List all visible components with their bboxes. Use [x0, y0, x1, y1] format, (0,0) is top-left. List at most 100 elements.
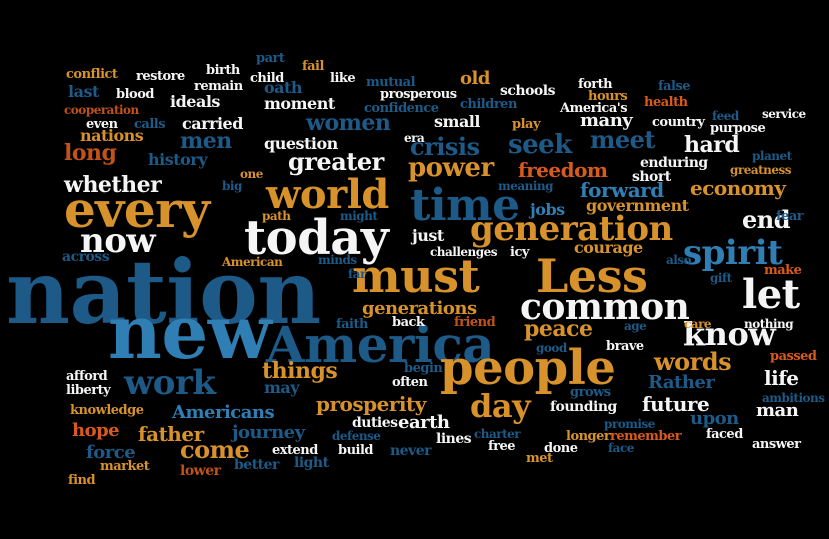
word-seek: seek [508, 130, 572, 160]
word-future: future [642, 392, 710, 416]
word-faced: faced [706, 427, 743, 442]
word-faith: faith [336, 317, 368, 332]
word-carried: carried [182, 114, 243, 133]
word-old: old [460, 68, 490, 89]
word-enduring: enduring [640, 155, 708, 171]
word-ideals: ideals [170, 92, 220, 111]
word-know: know [683, 315, 776, 353]
word-confidence: confidence [364, 101, 439, 116]
word-good: good [536, 341, 567, 355]
word-today: today [244, 210, 389, 266]
word-never: never [390, 443, 432, 459]
word-just: just [412, 226, 444, 245]
word-upon: upon [690, 408, 739, 429]
word-last: last [68, 82, 99, 101]
word-defense: defense [332, 429, 381, 443]
word-short: short [632, 169, 671, 185]
word-journey: journey [232, 422, 305, 443]
word-every: every [64, 180, 210, 239]
word-man: man [756, 400, 799, 421]
word-day: day [470, 387, 531, 425]
word-blood: blood [116, 87, 154, 102]
word-far: far [348, 267, 366, 281]
word-lines: lines [436, 431, 472, 447]
word-passed: passed [770, 349, 817, 364]
word-ambitions: ambitions [762, 391, 825, 405]
word-come: come [180, 435, 250, 464]
word-greater: greater [288, 147, 384, 176]
word-often: often [392, 375, 428, 390]
word-care: care [684, 317, 712, 331]
word-forward: forward [580, 178, 664, 202]
word-hours: hours [588, 89, 628, 104]
word-greatness: greatness [730, 163, 792, 177]
word-begin: begin [404, 361, 443, 376]
word-jobs: jobs [530, 200, 565, 219]
word-remember: remember [610, 429, 682, 444]
word-afford: afford [66, 369, 108, 384]
word-america-s: America's [560, 101, 628, 116]
word-promise: promise [604, 417, 655, 431]
word-better: better [234, 457, 279, 473]
word-big: big [222, 179, 242, 193]
word-minds: minds [318, 253, 357, 267]
word-let: let [742, 271, 800, 318]
word-restore: restore [136, 69, 185, 84]
word-birth: birth [206, 63, 240, 78]
word-face: face [608, 441, 634, 455]
word-less: Less [536, 249, 648, 303]
word-power: power [408, 153, 494, 183]
word-path: path [262, 209, 291, 223]
word-child: child [250, 71, 284, 86]
word-answer: answer [752, 437, 801, 452]
word-must: must [352, 249, 480, 303]
word-one: one [240, 167, 263, 181]
word-extend: extend [272, 443, 318, 458]
word-children: children [460, 97, 517, 112]
word-nation: nation [6, 240, 321, 344]
word-met: met [526, 451, 553, 466]
word-long: long [64, 140, 117, 166]
word-brave: brave [606, 339, 644, 354]
word-friend: friend [454, 315, 496, 330]
word-founding: founding [550, 399, 617, 415]
word-now: now [80, 221, 156, 261]
word-free: free [488, 439, 515, 454]
word-nothing: nothing [744, 317, 794, 331]
word-calls: calls [134, 117, 166, 132]
word-moment: moment [264, 94, 335, 113]
word-spirit: spirit [683, 233, 783, 273]
word-play: play [512, 117, 541, 132]
word-force: force [86, 442, 136, 463]
word-words: words [654, 347, 732, 376]
word-many: many [580, 110, 633, 131]
word-nations: nations [80, 126, 144, 145]
word-people: people [440, 340, 616, 396]
word-earth: earth [398, 412, 450, 433]
word-economy: economy [690, 176, 786, 200]
word-conflict: conflict [66, 67, 118, 82]
word-make: make [764, 263, 802, 278]
word-challenges: challenges [430, 245, 498, 259]
word-build: build [338, 443, 374, 458]
word-question: question [264, 134, 338, 153]
word-false: false [658, 79, 691, 94]
word-feed: feed [712, 109, 739, 123]
word-end: end [742, 205, 791, 234]
word-time: time [410, 180, 520, 231]
word-done: done [544, 441, 578, 456]
word-back: back [392, 315, 425, 330]
word-duties: duties [352, 415, 398, 431]
word-oath: oath [264, 78, 303, 97]
word-america: America [266, 315, 495, 374]
word-things: things [262, 358, 338, 384]
word-life: life [764, 366, 799, 390]
word-age: age [624, 319, 647, 333]
word-peace: peace [524, 316, 593, 342]
word-icy: icy [510, 245, 529, 260]
word-gift: gift [710, 271, 732, 285]
word-prosperity: prosperity [316, 392, 426, 416]
word-work: work [124, 363, 216, 403]
word-whether: whether [64, 172, 162, 198]
